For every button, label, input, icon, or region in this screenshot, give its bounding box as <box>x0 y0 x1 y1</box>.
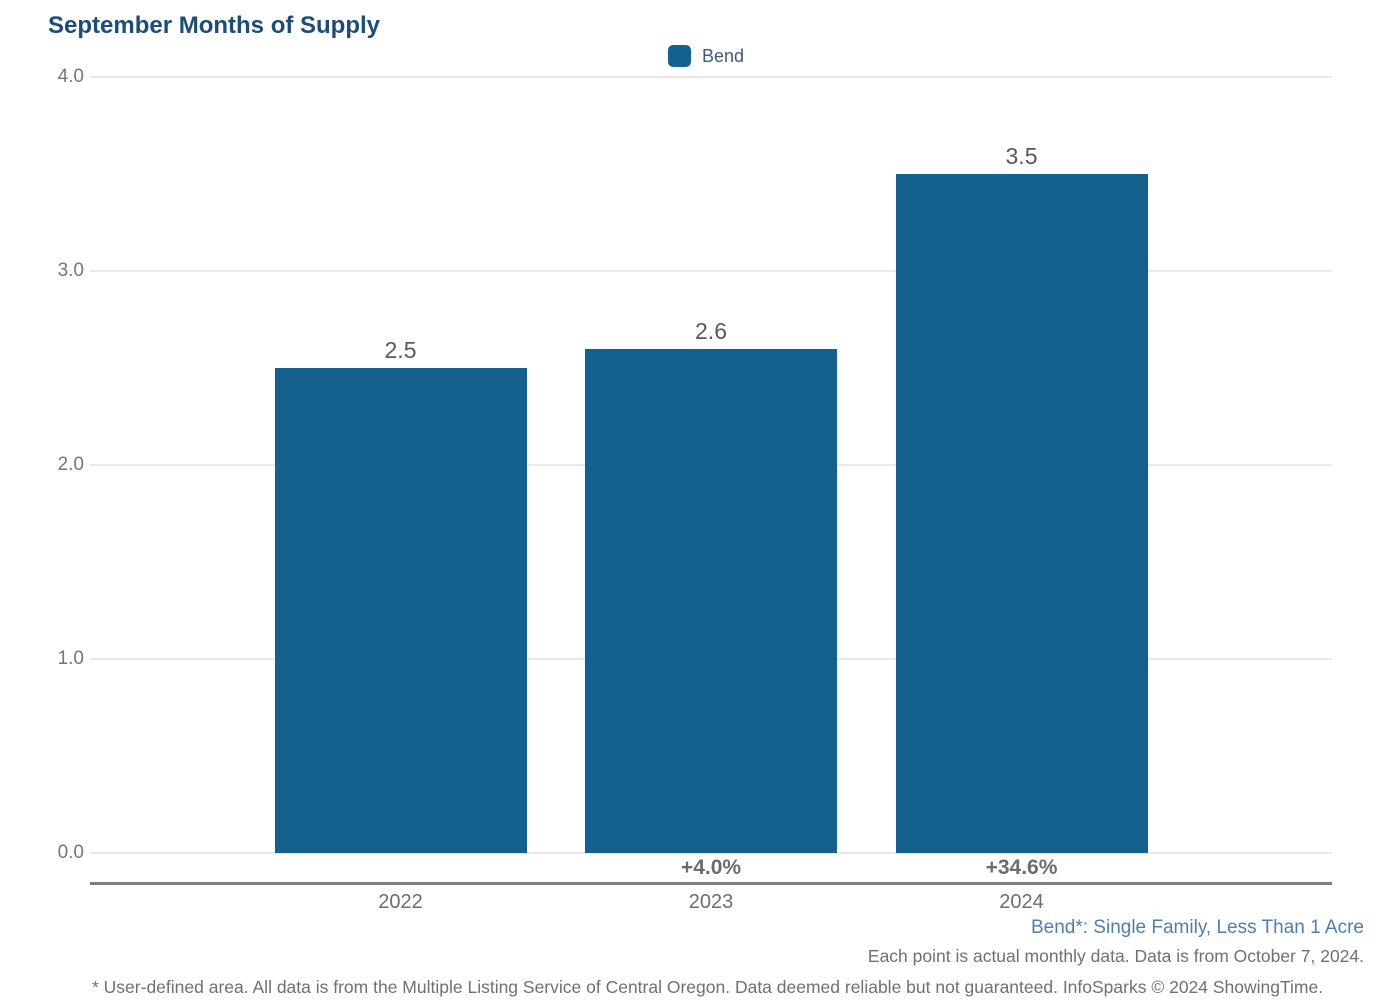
x-axis-tick-2024: 2024 <box>999 891 1044 913</box>
bar-2023 <box>585 348 837 853</box>
gridline-y-3.0 <box>90 270 1332 272</box>
bar-value-2024: 3.5 <box>1005 143 1038 169</box>
legend: Bend <box>668 45 744 67</box>
bar-value-2023: 2.6 <box>695 317 727 344</box>
disclaimer-note: * User-defined area. All data is from th… <box>92 977 1324 997</box>
gridline-y-0.0 <box>90 852 1332 854</box>
series-definition-note: Bend*: Single Family, Less Than 1 Acre <box>1030 917 1364 938</box>
y-axis-tick-4.0: 4.0 <box>57 66 84 87</box>
y-axis-tick-1.0: 1.0 <box>57 648 84 669</box>
y-axis-tick-0.0: 0.0 <box>57 842 84 863</box>
legend-swatch-bend <box>668 45 691 67</box>
gridline-y-4.0 <box>90 76 1332 78</box>
x-axis-line <box>90 882 1332 885</box>
x-axis-tick-2023: 2023 <box>688 891 734 913</box>
bar-2022 <box>274 368 527 853</box>
bar-value-2022: 2.5 <box>384 337 417 363</box>
bar-2024 <box>895 174 1148 853</box>
pct-change-2024: +34.6% <box>985 856 1058 879</box>
y-axis-tick-2.0: 2.0 <box>57 454 84 475</box>
x-axis-tick-2022: 2022 <box>378 891 423 913</box>
y-axis-tick-3.0: 3.0 <box>57 260 84 281</box>
pct-change-2023: +4.0% <box>680 856 742 879</box>
legend-label-bend: Bend <box>702 45 745 66</box>
data-source-note: Each point is actual monthly data. Data … <box>867 946 1364 966</box>
chart-title: September Months of Supply <box>48 12 381 39</box>
